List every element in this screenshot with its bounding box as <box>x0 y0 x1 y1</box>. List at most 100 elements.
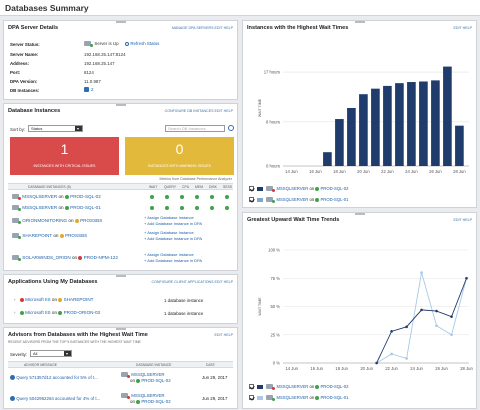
legend-item[interactable]: MSSQLSERVER on PROD-SQL-01 <box>249 395 349 402</box>
server-name[interactable]: PROD-ORION-03 <box>63 310 101 315</box>
panel-title: DPA Server Details <box>8 25 59 31</box>
server-name[interactable]: PROD-SQL-01 <box>70 205 101 210</box>
bar <box>395 83 404 166</box>
sort-select[interactable]: Status <box>28 125 83 132</box>
database-server-icon <box>266 197 276 204</box>
legend-item[interactable]: MSSQLSERVER on PROD-SQL-01 <box>249 197 349 204</box>
add-instance-link[interactable]: + Add Database Instance in DPA <box>144 258 203 263</box>
drag-handle[interactable] <box>115 21 126 23</box>
y-tick-label: 0 hours <box>266 164 280 169</box>
server-name[interactable]: PROSSBS <box>65 233 88 238</box>
legend-checkbox[interactable] <box>249 186 254 192</box>
legend-item[interactable]: MSSQLSERVER on PROD-SQL-02 <box>249 384 349 391</box>
severity-label: Severity: <box>10 352 28 357</box>
legend-checkbox[interactable] <box>249 197 254 203</box>
add-instance-link[interactable]: + Add Database Instance in DPA <box>144 236 203 241</box>
assign-instance-link[interactable]: + Assign Database Instance <box>144 252 194 257</box>
drag-handle[interactable] <box>354 213 365 215</box>
list-item[interactable]: › Microsoft IIS on SHAREPOINT <box>14 297 93 302</box>
table-row[interactable]: Query 571357d12 accounted for 5% of t... <box>10 375 98 381</box>
app-name[interactable]: Microsoft IIS <box>25 297 51 302</box>
legend-checkbox[interactable] <box>249 384 254 390</box>
x-tick-label: 18 Jun <box>333 169 346 174</box>
advisor-db[interactable]: MSSQLSERVER <box>131 393 165 398</box>
db-count: 1 database instance <box>164 298 204 303</box>
server-name[interactable]: PROD-NPM-122 <box>83 255 118 260</box>
chevron-right-icon[interactable]: › <box>14 310 16 315</box>
data-point <box>405 325 408 329</box>
table-row[interactable]: MSSQLSERVER on PROD-SQL-01 <box>12 205 101 212</box>
panel-actions[interactable]: MANAGE DPA SERVERS EDIT HELP <box>171 26 233 30</box>
instance-name[interactable]: ORIONMONITORING <box>22 218 68 223</box>
drag-handle[interactable] <box>115 104 126 106</box>
table-row[interactable]: Query 5042962264 accounted for 4% of t..… <box>10 396 101 402</box>
data-point <box>435 309 438 313</box>
database-server-icon <box>266 186 276 193</box>
instance-name[interactable]: SOLARWINDS_ORION <box>22 255 71 260</box>
instance-name[interactable]: SHAREPOINT <box>22 233 53 238</box>
legend-server[interactable]: PROD-SQL-01 <box>320 197 349 202</box>
mem-check-icon <box>195 195 199 199</box>
instance-name[interactable]: MSSQLSERVER <box>22 194 58 199</box>
bar <box>371 88 380 166</box>
table-row[interactable]: MSSQLSERVER on PROD-SQL-02 <box>12 194 101 201</box>
db-instances-count[interactable]: 2 <box>91 87 94 92</box>
bar <box>407 82 416 166</box>
legend-instance[interactable]: MSSQLSERVER <box>276 384 309 389</box>
legend-instance[interactable]: MSSQLSERVER <box>276 186 309 191</box>
drag-handle[interactable] <box>115 275 126 277</box>
search-icon[interactable] <box>228 125 234 131</box>
critical-issues-tile[interactable]: 1 INSTANCES WITH CRITICAL ISSUES <box>10 137 119 175</box>
advisor-message[interactable]: Query 571357d12 accounted for 5% of t... <box>16 375 98 380</box>
table-row[interactable]: ORIONMONITORING on PROSSBS <box>12 218 103 225</box>
warning-issues-tile[interactable]: 0 INSTANCES WITH WARNING ISSUES <box>125 137 234 175</box>
y-tick-label: 75 % <box>270 276 280 281</box>
legend-server[interactable]: PROD-SQL-02 <box>320 186 349 191</box>
refresh-icon[interactable] <box>124 41 129 46</box>
legend-instance[interactable]: MSSQLSERVER <box>276 197 309 202</box>
panel-actions[interactable]: EDIT HELP <box>214 333 233 337</box>
legend-item[interactable]: MSSQLSERVER on PROD-SQL-02 <box>249 186 349 193</box>
add-instance-link[interactable]: + Add Database Instance in DPA <box>144 221 203 226</box>
instance-name[interactable]: MSSQLSERVER <box>22 205 58 210</box>
refresh-status-link[interactable]: Refresh Status <box>130 41 160 46</box>
advisor-message[interactable]: Query 5042962264 accounted for 4% of t..… <box>16 396 101 401</box>
server-name[interactable]: PROSSBS <box>80 218 103 223</box>
legend-server[interactable]: PROD-SQL-01 <box>320 395 349 400</box>
panel-actions[interactable]: CONFIGURE DB INSTANCES EDIT HELP <box>164 109 233 113</box>
dpa-version-label: DPA Version: <box>10 79 38 84</box>
x-tick-label: 22 Jun <box>385 366 398 371</box>
server-status-icon <box>136 399 141 404</box>
advisor-server[interactable]: PROD-SQL-02 <box>141 399 171 404</box>
table-row[interactable]: SOLARWINDS_ORION on PROD-NPM-122 <box>12 255 118 262</box>
assign-instance-link[interactable]: + Assign Database Instance <box>144 215 194 220</box>
on-label: on <box>130 399 135 404</box>
on-label: on <box>58 205 64 210</box>
panel-actions[interactable]: EDIT HELP <box>453 26 472 30</box>
chevron-down-icon <box>75 126 82 131</box>
advisor-server[interactable]: PROD-SQL-02 <box>141 378 171 383</box>
wait-check-icon <box>150 195 154 199</box>
table-row[interactable]: SHAREPOINT on PROSSBS <box>12 233 88 240</box>
server-name[interactable]: SHAREPOINT <box>63 297 94 302</box>
drag-handle[interactable] <box>115 328 126 330</box>
assign-instance-link[interactable]: + Assign Database Instance <box>144 230 194 235</box>
chevron-right-icon[interactable]: › <box>14 297 16 302</box>
panel-actions[interactable]: EDIT HELP <box>453 218 472 222</box>
legend-checkbox[interactable] <box>249 395 254 401</box>
legend-instance[interactable]: MSSQLSERVER <box>276 395 309 400</box>
drag-handle[interactable] <box>354 21 365 23</box>
database-server-icon <box>12 255 21 262</box>
wait-time-bar-chart: 0 hours 8 hours 17 hours 14 Jun 16 Jun 18 Jun… <box>258 66 469 174</box>
advisors-panel: Advisors from Databases with the Highest… <box>3 327 238 409</box>
metric-status-row <box>150 195 229 201</box>
list-item[interactable]: › Microsoft IIS on PROD-ORION-03 <box>14 310 100 315</box>
severity-select[interactable]: All <box>30 350 72 357</box>
advisor-db-cell: MSSQLSERVER <box>121 393 165 400</box>
server-name[interactable]: PROD-SQL-02 <box>70 194 101 199</box>
app-name[interactable]: Microsoft IIS <box>25 310 51 315</box>
search-input[interactable]: Search DB Instances <box>165 125 225 132</box>
advisor-db[interactable]: MSSQLSERVER <box>131 372 165 377</box>
legend-server[interactable]: PROD-SQL-02 <box>320 384 349 389</box>
panel-actions[interactable]: CONFIGURE CLIENT APPLICATIONS EDIT HELP <box>151 280 233 284</box>
